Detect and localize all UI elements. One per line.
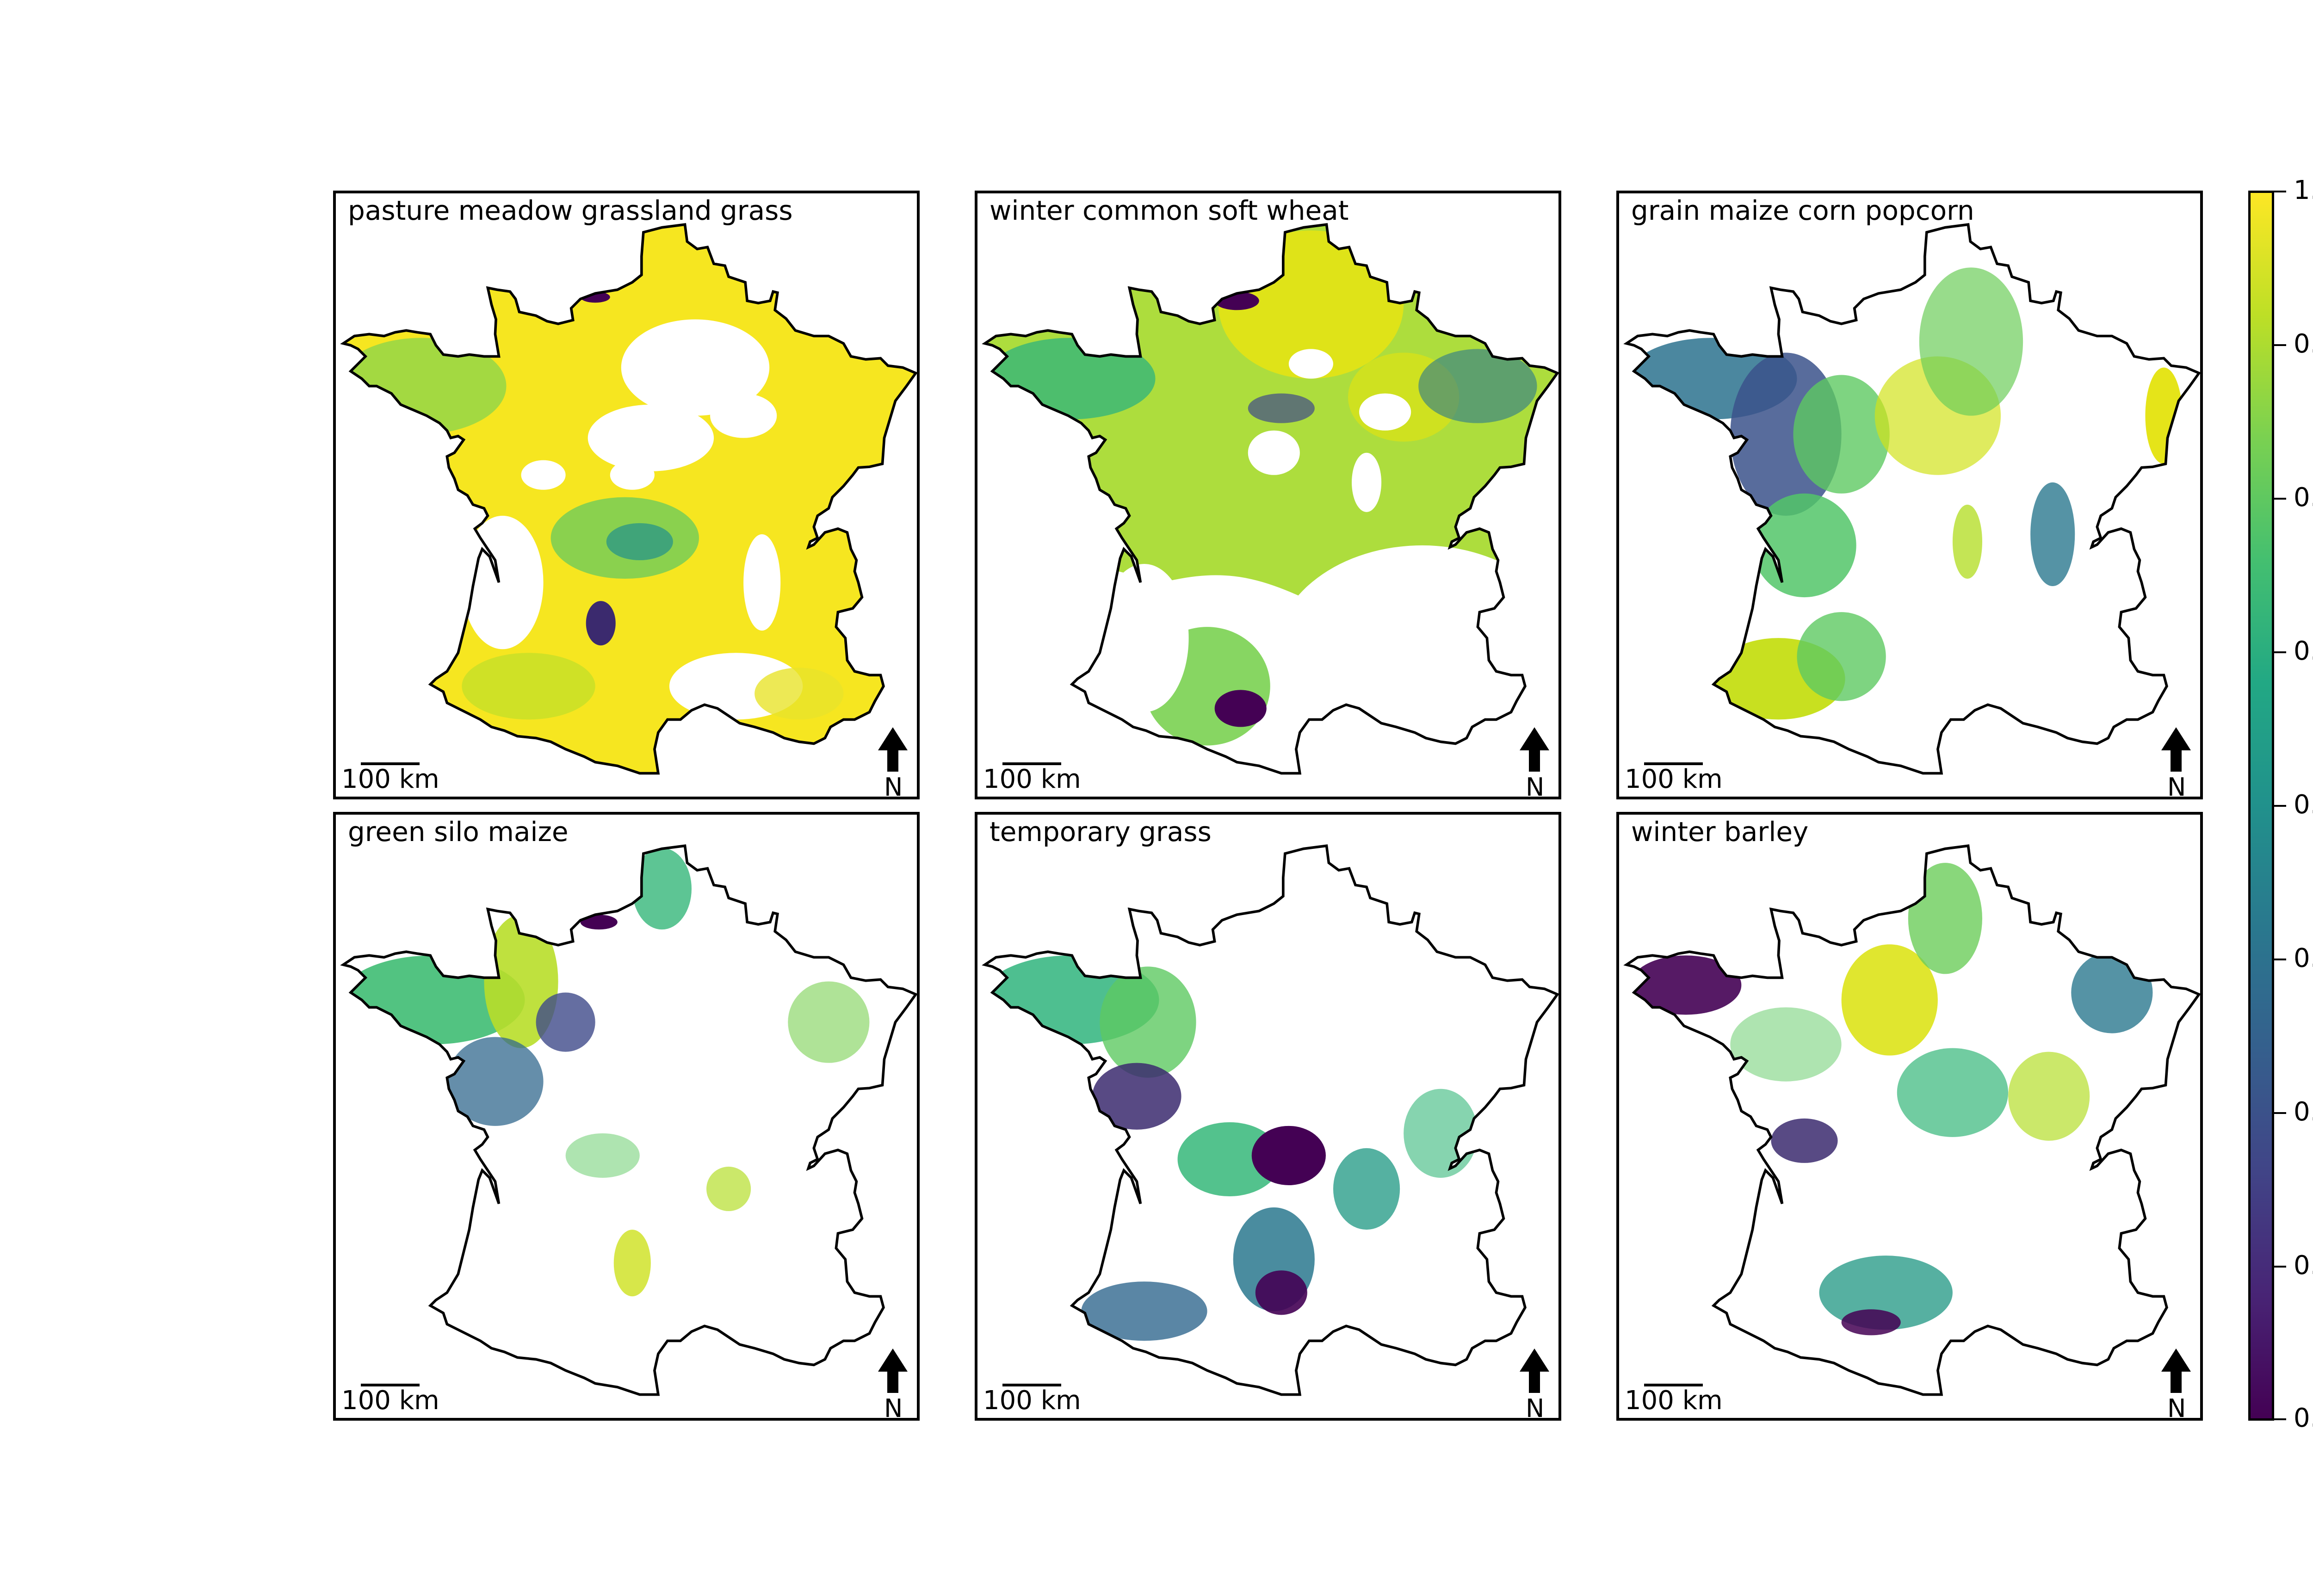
north-label: N bbox=[2167, 773, 2186, 799]
scale-bar-label: 100 km bbox=[1625, 1386, 1723, 1416]
scale-bar bbox=[1002, 1384, 1061, 1386]
north-arrow-icon bbox=[1520, 1349, 1549, 1393]
colorbar-tick bbox=[2274, 1112, 2286, 1114]
map-panel-winter-barley: winter barley 100 km N bbox=[1616, 812, 2203, 1421]
map-panel-temporary-grass: temporary grass 100 km N bbox=[975, 812, 1561, 1421]
colorbar-label: 0.70 bbox=[2294, 1097, 2313, 1127]
scale-bar bbox=[1644, 1384, 1703, 1386]
france-map bbox=[977, 815, 1558, 1418]
colorbar-tick bbox=[2274, 498, 2286, 500]
map-panel-pasture: pasture meadow grassland grass 100 km N bbox=[333, 191, 920, 799]
colorbar-label: 1.00 bbox=[2294, 175, 2313, 205]
north-arrow-icon bbox=[2161, 1349, 2191, 1393]
colorbar-label: 0.95 bbox=[2294, 329, 2313, 359]
map-panel-grain-maize: grain maize corn popcorn 100 km N bbox=[1616, 191, 2203, 799]
north-label: N bbox=[2167, 1394, 2186, 1421]
north-arrow-icon bbox=[878, 1349, 908, 1393]
north-label: N bbox=[884, 773, 903, 799]
scale-bar bbox=[1002, 762, 1061, 765]
north-label: N bbox=[1526, 773, 1545, 799]
north-label: N bbox=[884, 1394, 903, 1421]
colorbar-label: 0.90 bbox=[2294, 483, 2313, 513]
colorbar-tick bbox=[2274, 1266, 2286, 1268]
colorbar-label: 0.75 bbox=[2294, 943, 2313, 973]
colorbar-tick bbox=[2274, 1418, 2286, 1420]
scale-bar-label: 100 km bbox=[341, 1386, 439, 1416]
panel-title: winter common soft wheat bbox=[990, 195, 1349, 226]
france-map bbox=[977, 193, 1558, 797]
france-outline bbox=[1627, 224, 2199, 773]
colorbar-label: 0.60 bbox=[2294, 1403, 2313, 1433]
panel-title: pasture meadow grassland grass bbox=[348, 195, 793, 226]
scale-bar bbox=[1644, 762, 1703, 765]
france-map bbox=[1619, 193, 2200, 797]
colorbar-tick bbox=[2274, 191, 2286, 192]
colorbar-label: 0.85 bbox=[2294, 636, 2313, 666]
colorbar-tick bbox=[2274, 651, 2286, 653]
colorbar-label: 0.65 bbox=[2294, 1250, 2313, 1281]
scale-bar-label: 100 km bbox=[1625, 764, 1723, 794]
colorbar-tick bbox=[2274, 959, 2286, 960]
scale-bar-label: 100 km bbox=[983, 764, 1081, 794]
panel-title: grain maize corn popcorn bbox=[1631, 195, 1974, 226]
map-panel-silo-maize: green silo maize 100 km N bbox=[333, 812, 920, 1421]
france-map bbox=[336, 815, 917, 1418]
map-panel-winter-wheat: winter common soft wheat 100 km N bbox=[975, 191, 1561, 799]
scale-bar-label: 100 km bbox=[983, 1386, 1081, 1416]
colorbar-tick bbox=[2274, 805, 2286, 807]
colorbar bbox=[2248, 191, 2274, 1421]
north-arrow-icon bbox=[878, 727, 908, 772]
panel-title: winter barley bbox=[1631, 816, 1809, 847]
colorbar-label: 0.80 bbox=[2294, 790, 2313, 820]
france-map bbox=[336, 193, 917, 797]
scale-bar bbox=[361, 1384, 420, 1386]
scale-bar-label: 100 km bbox=[341, 764, 439, 794]
france-map bbox=[1619, 815, 2200, 1418]
panel-title: green silo maize bbox=[348, 816, 569, 847]
colorbar-tick bbox=[2274, 344, 2286, 346]
panel-title: temporary grass bbox=[990, 816, 1212, 847]
north-arrow-icon bbox=[2161, 727, 2191, 772]
scale-bar bbox=[361, 762, 420, 765]
france-outline bbox=[343, 846, 916, 1394]
north-arrow-icon bbox=[1520, 727, 1549, 772]
north-label: N bbox=[1526, 1394, 1545, 1421]
